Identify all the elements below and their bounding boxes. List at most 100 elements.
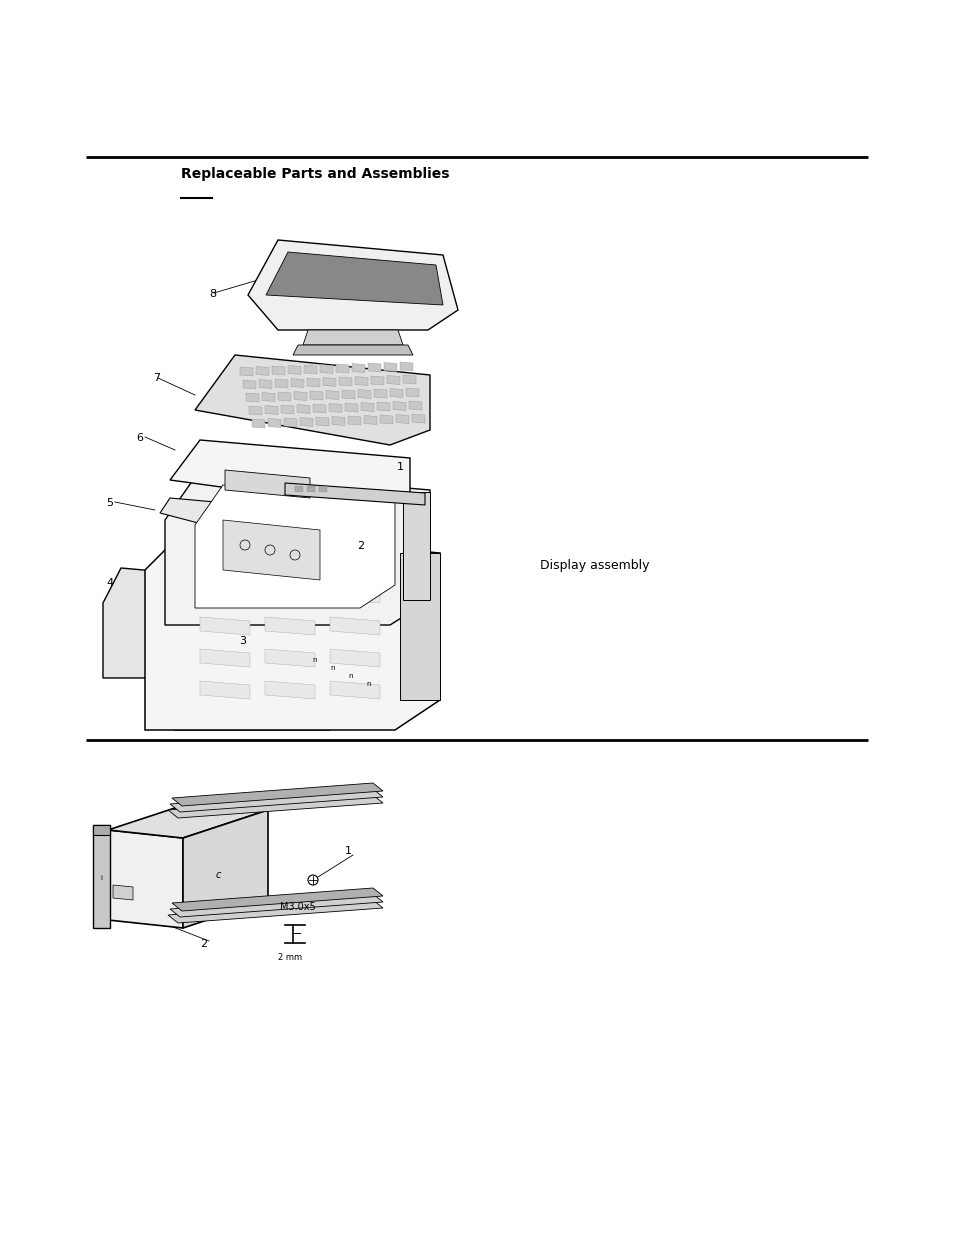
Polygon shape [265, 585, 314, 603]
Polygon shape [285, 483, 424, 505]
Polygon shape [350, 658, 370, 715]
Polygon shape [252, 419, 265, 429]
Text: 2: 2 [200, 939, 208, 948]
Text: 8: 8 [210, 289, 216, 299]
Polygon shape [303, 330, 402, 345]
Polygon shape [315, 417, 329, 426]
Polygon shape [338, 377, 352, 387]
Text: 6: 6 [136, 433, 143, 443]
Polygon shape [406, 388, 418, 396]
Polygon shape [357, 389, 371, 399]
Polygon shape [183, 810, 268, 927]
Polygon shape [395, 415, 409, 424]
Polygon shape [348, 416, 360, 425]
Polygon shape [345, 403, 357, 412]
Polygon shape [112, 885, 132, 900]
Polygon shape [294, 391, 307, 400]
Polygon shape [412, 414, 424, 424]
Polygon shape [92, 825, 110, 835]
Text: 2 mm: 2 mm [277, 953, 302, 962]
Polygon shape [108, 830, 183, 927]
Polygon shape [387, 375, 399, 384]
Polygon shape [165, 471, 430, 625]
Polygon shape [390, 389, 402, 398]
Polygon shape [376, 403, 390, 411]
Polygon shape [318, 487, 327, 492]
Text: 1: 1 [396, 462, 403, 472]
Polygon shape [360, 403, 374, 411]
Polygon shape [240, 367, 253, 375]
Polygon shape [168, 900, 382, 923]
Polygon shape [92, 825, 110, 927]
Polygon shape [399, 553, 439, 700]
Polygon shape [288, 366, 301, 374]
Polygon shape [402, 375, 416, 384]
Polygon shape [384, 363, 396, 372]
Polygon shape [243, 380, 255, 389]
Polygon shape [341, 390, 355, 399]
Polygon shape [172, 783, 382, 806]
Polygon shape [265, 405, 277, 415]
Text: M3.0x5: M3.0x5 [280, 902, 315, 911]
Polygon shape [393, 401, 406, 410]
Polygon shape [265, 680, 314, 699]
Polygon shape [313, 404, 326, 412]
Polygon shape [272, 366, 285, 375]
Polygon shape [296, 405, 310, 414]
Polygon shape [223, 572, 241, 668]
Polygon shape [329, 404, 341, 412]
Text: Display assembly: Display assembly [539, 559, 649, 573]
Text: 4: 4 [107, 578, 113, 588]
Polygon shape [379, 415, 393, 424]
Polygon shape [255, 367, 269, 375]
Polygon shape [326, 390, 338, 399]
Text: c: c [215, 869, 220, 881]
Polygon shape [200, 585, 250, 603]
Polygon shape [399, 362, 413, 370]
Polygon shape [262, 393, 274, 401]
Polygon shape [304, 366, 316, 374]
Text: n: n [331, 664, 335, 671]
Polygon shape [323, 378, 335, 387]
Text: i: i [100, 876, 102, 881]
Polygon shape [268, 419, 281, 427]
Polygon shape [307, 487, 314, 492]
Text: n: n [313, 657, 317, 663]
Polygon shape [170, 440, 410, 508]
Polygon shape [330, 585, 379, 603]
Text: n: n [366, 680, 371, 687]
Polygon shape [274, 379, 288, 388]
Polygon shape [355, 377, 368, 385]
Polygon shape [246, 393, 258, 403]
Polygon shape [170, 894, 382, 918]
Text: 1: 1 [344, 846, 351, 856]
Polygon shape [310, 391, 323, 400]
Polygon shape [194, 354, 430, 445]
Polygon shape [172, 888, 382, 911]
Polygon shape [223, 520, 319, 580]
Polygon shape [374, 389, 387, 398]
Polygon shape [402, 492, 430, 600]
Polygon shape [368, 363, 380, 372]
Polygon shape [307, 378, 319, 387]
Polygon shape [409, 401, 421, 410]
Polygon shape [200, 680, 250, 699]
Polygon shape [200, 618, 250, 635]
Polygon shape [330, 650, 379, 667]
Text: 3: 3 [239, 636, 246, 646]
Polygon shape [352, 363, 365, 373]
Polygon shape [293, 345, 413, 354]
Text: 7: 7 [153, 373, 160, 383]
Text: Replaceable Parts and Assemblies: Replaceable Parts and Assemblies [181, 167, 449, 182]
Polygon shape [299, 417, 313, 426]
Polygon shape [258, 379, 272, 389]
Polygon shape [284, 417, 296, 427]
Polygon shape [335, 364, 349, 373]
Polygon shape [291, 378, 304, 388]
Polygon shape [168, 795, 382, 818]
Text: n: n [349, 673, 353, 679]
Polygon shape [265, 618, 314, 635]
Text: 5: 5 [107, 498, 113, 508]
Polygon shape [277, 391, 291, 401]
Polygon shape [108, 802, 268, 839]
